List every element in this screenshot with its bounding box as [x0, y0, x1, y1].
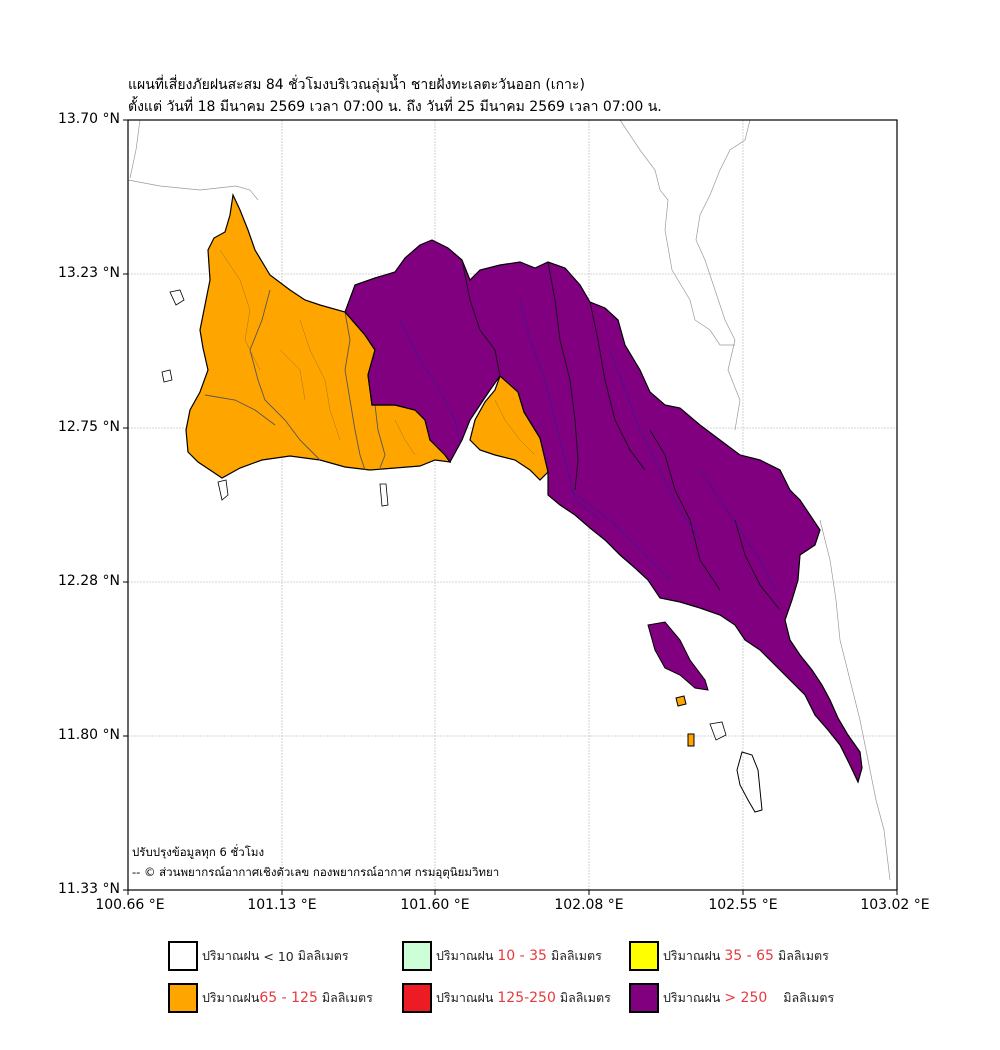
credit-note: -- © ส่วนพยากรณ์อากาศเชิงตัวเลข กองพยากร… [132, 865, 500, 879]
legend-item: ปริมาณฝน 35 - 65 มิลลิเมตร [629, 939, 829, 973]
legend-prefix: ปริมาณฝน [663, 990, 721, 1005]
plot-frame [127, 119, 898, 891]
legend-item: ปริมาณฝน 65 - 125 มิลลิเมตร [168, 981, 373, 1015]
legend-range: 125-250 [497, 990, 556, 1006]
y-tick-label: 12.75 °N [57, 419, 120, 435]
legend-swatch [402, 983, 432, 1013]
legend-swatch [168, 941, 198, 971]
legend-unit: มิลลิเมตร [559, 990, 611, 1005]
legend-item: ปริมาณฝน 10 - 35 มิลลิเมตร [402, 939, 602, 973]
legend-range: 65 - 125 [259, 990, 318, 1006]
x-tick-label: 101.13 °E [247, 897, 317, 913]
legend-prefix: ปริมาณฝน [436, 990, 494, 1005]
y-tick-label: 13.70 °N [57, 111, 120, 127]
y-tick-label: 11.80 °N [57, 727, 120, 743]
legend-prefix: ปริมาณฝน [663, 948, 721, 963]
y-tick-label: 13.23 °N [57, 265, 120, 281]
y-tick-label: 11.33 °N [57, 881, 120, 897]
x-tick-label: 102.08 °E [554, 897, 624, 913]
legend-swatch [629, 983, 659, 1013]
region-east-basin [344, 239, 863, 784]
legend-prefix: ปริมาณฝน [202, 990, 260, 1005]
legend-unit: มิลลิเมตร [550, 948, 602, 963]
legend-item: ปริมาณฝน < 10 มิลลิเมตร [168, 939, 349, 973]
tick-marks [123, 119, 898, 895]
legend-unit: มิลลิเมตร [777, 948, 829, 963]
legend-swatch [629, 941, 659, 971]
legend-range: < 10 [263, 948, 294, 964]
update-note: ปรับปรุงข้อมูลทุก 6 ชั่วโมง [132, 845, 265, 859]
legend-prefix: ปริมาณฝน [436, 948, 494, 963]
map-title-line1: แผนที่เสี่ยงภัยฝนสะสม 84 ชั่วโมงบริเวณลุ… [128, 77, 585, 93]
x-tick-label: 101.60 °E [400, 897, 470, 913]
legend-range: > 250 [724, 990, 768, 1006]
legend-unit: มิลลิเมตร [321, 990, 373, 1005]
legend-item: ปริมาณฝน > 250 มิลลิเมตร [629, 981, 834, 1015]
legend-prefix: ปริมาณฝน [202, 948, 260, 963]
y-tick-label: 12.28 °N [57, 573, 120, 589]
x-tick-label: 100.66 °E [95, 897, 165, 913]
legend-range: 10 - 35 [497, 948, 547, 964]
legend-swatch [168, 983, 198, 1013]
legend-swatch [402, 941, 432, 971]
legend-range: 35 - 65 [724, 948, 774, 964]
map-title-line2: ตั้งแต่ วันที่ 18 มีนาคม 2569 เวลา 07:00… [128, 99, 662, 115]
region-west-basin [185, 192, 549, 481]
legend-unit: มิลลิเมตร [783, 990, 835, 1005]
admin-boundaries [127, 119, 891, 881]
legend-unit: มิลลิเมตร [297, 948, 349, 963]
legend-item: ปริมาณฝน 125-250 มิลลิเมตร [402, 981, 611, 1015]
x-tick-label: 102.55 °E [708, 897, 778, 913]
x-tick-label: 103.02 °E [860, 897, 930, 913]
islands [161, 289, 763, 813]
